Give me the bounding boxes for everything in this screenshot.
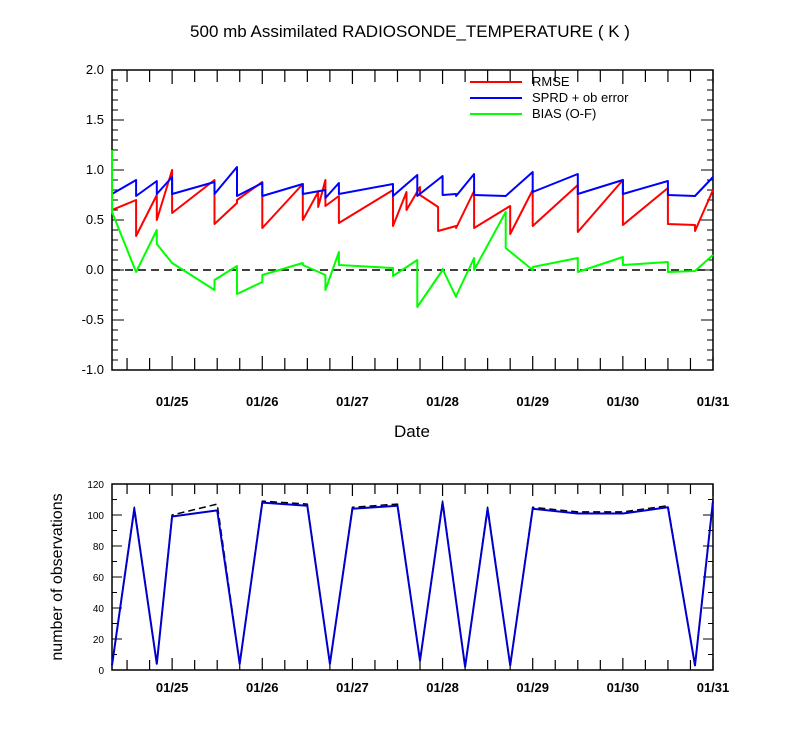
y-tick-label: 1.0	[86, 162, 104, 177]
x-tick-label: 01/31	[697, 394, 730, 409]
y-tick-label: 0.0	[86, 262, 104, 277]
legend-label-rmse: RMSE	[532, 74, 570, 89]
x-tick-label: 01/28	[426, 394, 459, 409]
legend-label-bias-o-f: BIAS (O-F)	[532, 106, 596, 121]
y-tick-label: 80	[93, 542, 105, 553]
y-tick-label: 20	[93, 635, 105, 646]
series-line-possible-observations	[111, 499, 714, 668]
y-tick-label: -0.5	[82, 312, 104, 327]
x-tick-label: 01/31	[697, 680, 730, 695]
series-line-assimilated-observations	[111, 500, 714, 668]
x-tick-label: 01/26	[246, 680, 279, 695]
top-panel-bias-rmse-plot: -1.0 -0.5 0.0 0.5 1.0 1.5 2.0 01/25 01/26 01/27 01…	[82, 62, 730, 409]
bottom-panel-observation-count-plot: 0 20 40 60 80 100 120 01/25 01/26 01/27 01/28 01/29…	[87, 480, 729, 695]
x-axis-title: Date	[394, 422, 430, 441]
x-tick-label: 01/28	[426, 680, 459, 695]
x-tick-label: 01/25	[156, 680, 189, 695]
x-tick-label: 01/30	[607, 394, 640, 409]
y-tick-label: 120	[87, 480, 104, 491]
x-tick-label: 01/25	[156, 394, 189, 409]
x-tick-label: 01/29	[516, 394, 549, 409]
y-tick-label: 1.5	[86, 112, 104, 127]
x-tick-label: 01/29	[516, 680, 549, 695]
legend-label-sprd-ob-error: SPRD + ob error	[532, 90, 629, 105]
x-tick-label: 01/26	[246, 394, 279, 409]
y-tick-label: 60	[93, 573, 105, 584]
x-tick-label: 01/30	[607, 680, 640, 695]
y-tick-label: 2.0	[86, 62, 104, 77]
y-tick-label: 0	[98, 666, 104, 677]
y-tick-label: 100	[87, 511, 104, 522]
chart-title: 500 mb Assimilated RADIOSONDE_TEMPERATUR…	[190, 22, 630, 41]
x-tick-label: 01/27	[336, 680, 369, 695]
series-line-bias-o-f	[111, 150, 714, 308]
y-tick-label: 0.5	[86, 212, 104, 227]
x-tick-label: 01/27	[336, 394, 369, 409]
y-tick-label: -1.0	[82, 362, 104, 377]
y-axis-title-observations: number of observations	[49, 493, 66, 660]
series-line-sprd-ob-error	[111, 166, 714, 199]
series-line-rmse	[111, 169, 714, 237]
y-tick-label: 40	[93, 604, 105, 615]
